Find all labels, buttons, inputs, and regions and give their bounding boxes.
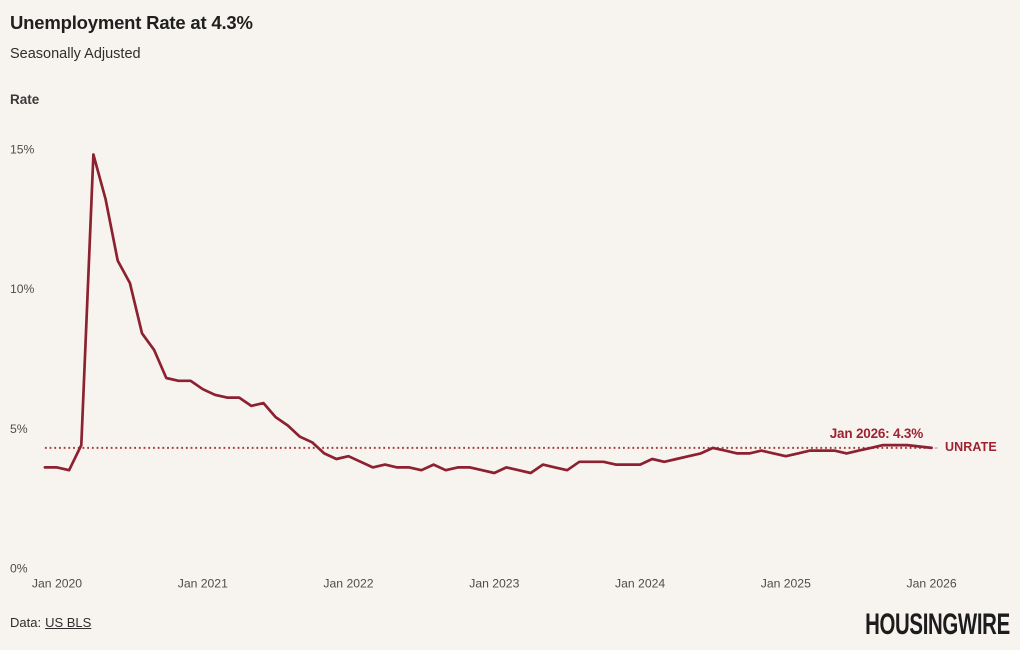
source-link[interactable]: US BLS: [45, 615, 92, 630]
y-axis-tick-label: 15%: [10, 142, 35, 156]
x-axis-tick-label: Jan 2020: [32, 577, 82, 591]
x-axis-tick-label: Jan 2023: [469, 577, 519, 591]
source-prefix: Data:: [10, 615, 42, 630]
end-label-dash: -: [934, 440, 938, 454]
y-axis-tick-label: 5%: [10, 422, 28, 436]
series-name-label: UNRATE: [945, 440, 997, 454]
y-axis-tick-label: 0%: [10, 562, 28, 576]
x-axis-tick-label: Jan 2026: [907, 577, 957, 591]
chart-subtitle: Seasonally Adjusted: [10, 46, 141, 62]
data-source: Data: US BLS: [10, 615, 91, 630]
series-end-label: - UNRATE: [934, 440, 997, 454]
x-axis-tick-label: Jan 2025: [761, 577, 811, 591]
y-axis-tick-label: 10%: [10, 282, 35, 296]
x-axis-tick-label: Jan 2021: [178, 577, 228, 591]
housingwire-logo: HOUSINGWIRE: [865, 608, 1010, 641]
x-axis-tick-label: Jan 2024: [615, 577, 665, 591]
y-axis-label: Rate: [10, 92, 40, 107]
unrate-line-series: [43, 153, 933, 475]
latest-value-callout: Jan 2026: 4.3%: [829, 426, 923, 441]
x-axis-tick-label: Jan 2022: [323, 577, 373, 591]
chart-title: Unemployment Rate at 4.3%: [10, 12, 253, 33]
